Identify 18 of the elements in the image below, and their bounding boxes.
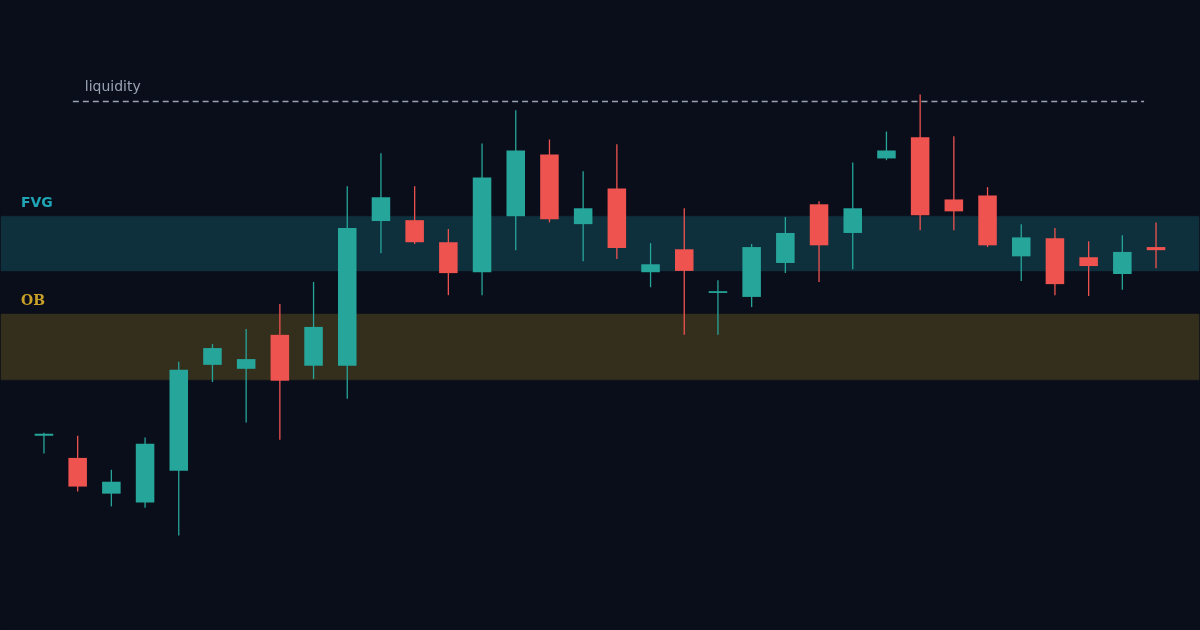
- candlestick: [674, 207, 694, 336]
- candlestick: [236, 328, 256, 424]
- candlestick: [573, 170, 593, 262]
- ref-line-label: liquidity: [84, 77, 141, 94]
- candlestick: [405, 185, 424, 245]
- candlestick: [1113, 234, 1132, 291]
- candlestick: [1079, 240, 1098, 297]
- candlestick: [102, 469, 121, 508]
- candlestick: [877, 130, 896, 161]
- band-label: FVG: [20, 194, 53, 211]
- candlestick: [641, 242, 660, 288]
- candlestick: [1146, 221, 1166, 269]
- candlestick: [1011, 223, 1031, 282]
- candlestick: [944, 135, 964, 231]
- band-label: OB: [20, 292, 46, 309]
- candlestick: [708, 279, 728, 336]
- candlestick: [203, 343, 222, 383]
- candlestick: [371, 152, 391, 254]
